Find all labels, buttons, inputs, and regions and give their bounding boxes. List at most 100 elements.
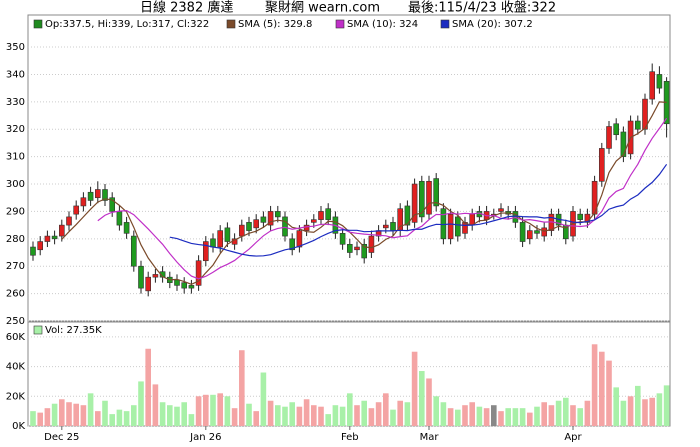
candle-body — [318, 211, 324, 220]
volume-bar — [217, 393, 223, 426]
legend-swatch — [440, 19, 450, 29]
volume-bar — [116, 409, 123, 426]
legend-label: Op:337.5, Hi:339, Lo:317, Cl:322 — [45, 19, 209, 30]
candle-body — [282, 216, 288, 237]
volume-bar — [563, 397, 569, 426]
candle-body — [253, 219, 259, 229]
volume-bar — [577, 408, 583, 426]
title-last: 最後:115/4/23 收盤:322 — [408, 1, 556, 16]
candle-body — [613, 123, 620, 136]
volume-bar — [635, 385, 641, 426]
volume-bar — [483, 408, 490, 426]
candle-body — [66, 216, 72, 226]
volume-bar — [375, 402, 382, 426]
volume-bar — [411, 351, 418, 426]
candle-body — [116, 211, 123, 226]
title-stock: 日線 2382 廣達 — [140, 0, 233, 16]
volume-bar — [368, 408, 375, 426]
volume-bar — [591, 344, 598, 426]
y-tick-label: 330 — [6, 97, 25, 108]
y-tick-label: 340 — [6, 69, 25, 80]
y-tick-label: 350 — [6, 42, 25, 53]
volume-bar — [289, 402, 295, 426]
candle-body — [649, 71, 656, 100]
volume-bar — [620, 400, 627, 426]
y-tick-label: 270 — [6, 261, 25, 272]
candle-body — [426, 180, 432, 215]
candle-body — [138, 265, 144, 289]
volume-bar — [599, 351, 605, 426]
candle-body — [87, 191, 94, 201]
volume-bar — [505, 408, 511, 426]
volume-bar — [447, 408, 454, 426]
volume-bar — [282, 406, 288, 426]
x-tick-label: Mar — [420, 432, 440, 443]
candle-body — [606, 126, 612, 149]
volume-bar — [59, 399, 65, 426]
title-source: 聚財網 wearn.com — [265, 1, 380, 16]
x-tick-label: Feb — [341, 432, 359, 443]
candle-body — [440, 208, 447, 240]
volume-bar — [555, 400, 562, 426]
candle-body — [354, 246, 360, 251]
candle-body — [195, 260, 202, 286]
candle-body — [224, 227, 231, 242]
volume-bar — [296, 406, 303, 426]
volume-bar — [491, 405, 497, 426]
volume-bar — [383, 393, 389, 426]
candle-body — [397, 208, 404, 231]
candle-body — [361, 243, 368, 259]
y-tick-label: 310 — [6, 152, 25, 163]
volume-bar — [246, 403, 252, 426]
candle-body — [267, 211, 274, 226]
volume-bar — [138, 381, 144, 426]
volume-bar — [87, 393, 94, 426]
candle-body — [246, 222, 252, 231]
volume-bar — [548, 405, 555, 426]
volume-bar — [181, 402, 187, 426]
volume-bar — [642, 399, 648, 426]
volume-bar — [231, 408, 238, 426]
candle-body — [541, 227, 548, 237]
volume-bar — [440, 402, 447, 426]
candle-body — [404, 205, 411, 226]
candle-body — [433, 178, 440, 207]
candle-body — [411, 183, 418, 223]
volume-bar — [224, 396, 231, 426]
candle-body — [37, 241, 44, 251]
candle-body — [123, 222, 130, 234]
volume-bar — [195, 396, 202, 426]
volume-bar — [512, 408, 519, 426]
y-tick-label: 320 — [6, 124, 25, 135]
candle-body — [274, 211, 281, 218]
sma-line — [97, 117, 668, 280]
x-tick-label: Apr — [564, 432, 582, 443]
volume-bar — [123, 411, 130, 426]
volume-bar — [476, 406, 483, 426]
volume-bar — [534, 406, 540, 426]
candle-body — [634, 120, 641, 130]
volume-bar — [606, 360, 612, 426]
volume-bar — [159, 402, 166, 426]
volume-bar — [102, 400, 108, 426]
volume-bar — [361, 400, 367, 426]
candle-body — [145, 276, 151, 292]
volume-bar — [167, 405, 173, 426]
volume-bar — [203, 394, 209, 426]
volume-bar — [663, 385, 670, 426]
y-tick-label: 0K — [12, 421, 25, 432]
candle-body — [203, 241, 209, 262]
candle-body — [289, 238, 296, 251]
volume-bar — [469, 402, 475, 426]
volume-bar — [339, 406, 346, 426]
legend-swatch — [33, 325, 43, 335]
candle-body — [390, 222, 396, 231]
candle-body — [174, 279, 180, 286]
candle-body — [80, 197, 87, 207]
candle-body — [73, 205, 79, 215]
y-tick-label: 300 — [6, 179, 25, 190]
volume-bar — [210, 394, 216, 426]
volume-bar — [80, 405, 87, 426]
volume-bar — [303, 399, 310, 426]
